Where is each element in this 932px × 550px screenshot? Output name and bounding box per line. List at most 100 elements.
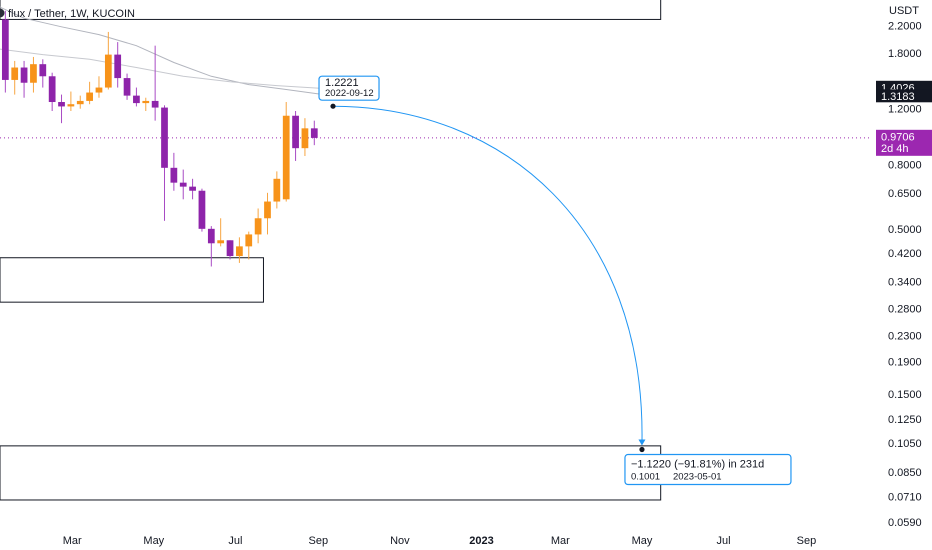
candle[interactable] [104, 31, 112, 90]
projection-start-label-box [318, 75, 380, 101]
zone-box[interactable] [0, 257, 264, 303]
y-tick-label: 2.2000 [888, 21, 922, 33]
candle-body [217, 240, 225, 244]
x-tick-label: Sep [309, 535, 329, 547]
candle[interactable] [114, 42, 122, 88]
candle[interactable] [310, 120, 318, 146]
candle[interactable] [170, 152, 178, 191]
y-tick-label: 0.2800 [888, 303, 922, 315]
candle[interactable] [39, 59, 47, 88]
price-tag-countdown: 2d 4h [881, 143, 909, 155]
candle[interactable] [123, 73, 131, 100]
y-tick-label: 0.5000 [888, 224, 922, 236]
candle[interactable] [95, 76, 103, 98]
price-tag[interactable] [876, 129, 932, 156]
candle[interactable] [58, 94, 65, 124]
candle[interactable] [236, 237, 243, 263]
candle-body [151, 100, 159, 108]
candle-body [67, 104, 75, 107]
candle[interactable] [30, 56, 37, 93]
x-tick-label: Jul [717, 535, 731, 547]
moving-average-line [0, 48, 324, 89]
candle[interactable] [189, 178, 196, 200]
arrow-head-icon [638, 439, 646, 446]
candle-body [226, 240, 234, 257]
y-tick-label: 0.1250 [888, 414, 922, 426]
candle-body [11, 67, 19, 80]
candle-layer[interactable] [1, 10, 318, 267]
y-tick-label: 0.3400 [888, 277, 922, 289]
y-axis[interactable]: USDT 2.2000 1.8000 1.2000 0.8000 0.6500 0.5000… [876, 5, 932, 529]
candle-body [20, 67, 28, 83]
y-tick-label: 0.0850 [888, 467, 922, 479]
candle-body [30, 64, 37, 83]
candle-body [198, 190, 206, 229]
candle[interactable] [48, 72, 56, 112]
chart-title: flux / Tether, 1W, KUCOIN [8, 8, 135, 20]
y-tick-label: 0.0710 [888, 492, 922, 504]
candle[interactable] [254, 208, 262, 244]
y-tick-label: 0.0590 [888, 517, 922, 529]
candle[interactable] [292, 111, 299, 161]
candle-body [76, 100, 84, 105]
x-axis[interactable]: Mar May Jul Sep Nov 2023 Mar May Jul Sep [63, 535, 817, 547]
candle-body [245, 234, 253, 247]
y-axis-currency: USDT [889, 5, 919, 17]
candle-body [170, 167, 178, 183]
candle[interactable] [245, 231, 253, 260]
candle[interactable] [282, 102, 290, 202]
projection-start-price: 1.2221 [325, 77, 359, 89]
candle[interactable] [207, 226, 215, 267]
candle[interactable] [11, 60, 19, 95]
candle-body [282, 115, 290, 200]
projection-curve[interactable] [333, 105, 643, 444]
candle-body [95, 87, 103, 93]
candle[interactable] [133, 87, 140, 107]
candle-body [1, 19, 9, 80]
y-tick-label: 0.4200 [888, 248, 922, 260]
candle[interactable] [198, 188, 206, 232]
candle[interactable] [217, 218, 225, 247]
candle-body [114, 54, 122, 79]
candle[interactable] [67, 91, 75, 112]
candle[interactable] [20, 60, 28, 98]
candle[interactable] [86, 81, 93, 105]
projection-end-price: 0.1001 [631, 472, 660, 483]
y-tick-label: 0.1500 [888, 389, 922, 401]
projection-end-date: 2023-05-01 [673, 472, 722, 483]
candle-body [39, 64, 47, 77]
candle[interactable] [151, 45, 159, 121]
projection-end-point[interactable] [639, 446, 645, 453]
projection-start-point[interactable] [330, 103, 336, 109]
x-tick-label: 2023 [469, 535, 493, 547]
candle-body [123, 78, 131, 96]
candle[interactable] [1, 10, 9, 93]
candle[interactable] [179, 169, 187, 200]
zone-box[interactable] [0, 0, 662, 20]
candle-body [301, 128, 309, 149]
candle[interactable] [76, 95, 84, 109]
candle[interactable] [161, 105, 168, 221]
x-tick-label: Sep [797, 535, 817, 547]
candle-body [179, 182, 187, 187]
candle-body [310, 128, 318, 138]
x-tick-label: Jul [228, 535, 242, 547]
candle-body [254, 218, 262, 235]
candle[interactable] [273, 171, 281, 209]
candle[interactable] [264, 192, 271, 235]
x-tick-label: May [143, 535, 164, 547]
candle[interactable] [226, 240, 234, 260]
candle-body [142, 100, 150, 104]
price-tag[interactable] [876, 89, 932, 103]
symbol-logo-icon [0, 8, 5, 18]
y-tick-label: 0.8000 [888, 159, 922, 171]
y-tick-label: 0.6500 [888, 188, 922, 200]
candle[interactable] [301, 118, 309, 157]
candle[interactable] [142, 97, 150, 112]
candle-body [292, 115, 299, 149]
candle-body [207, 228, 215, 244]
price-tag-value: 1.3183 [881, 91, 915, 103]
y-tick-label: 0.1900 [888, 357, 922, 369]
